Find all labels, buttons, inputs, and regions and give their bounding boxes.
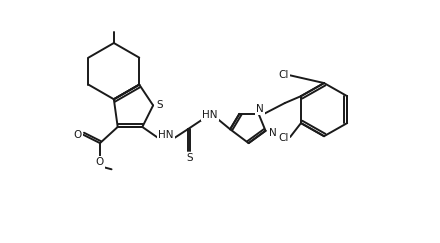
Text: HN: HN	[158, 130, 174, 140]
Text: S: S	[156, 100, 163, 110]
Text: N: N	[268, 128, 276, 138]
Text: Cl: Cl	[279, 70, 289, 80]
Text: Cl: Cl	[279, 133, 289, 143]
Text: N: N	[256, 104, 264, 114]
Text: O: O	[96, 157, 104, 167]
Text: S: S	[187, 153, 194, 163]
Text: HN: HN	[202, 110, 218, 120]
Text: O: O	[73, 130, 82, 140]
